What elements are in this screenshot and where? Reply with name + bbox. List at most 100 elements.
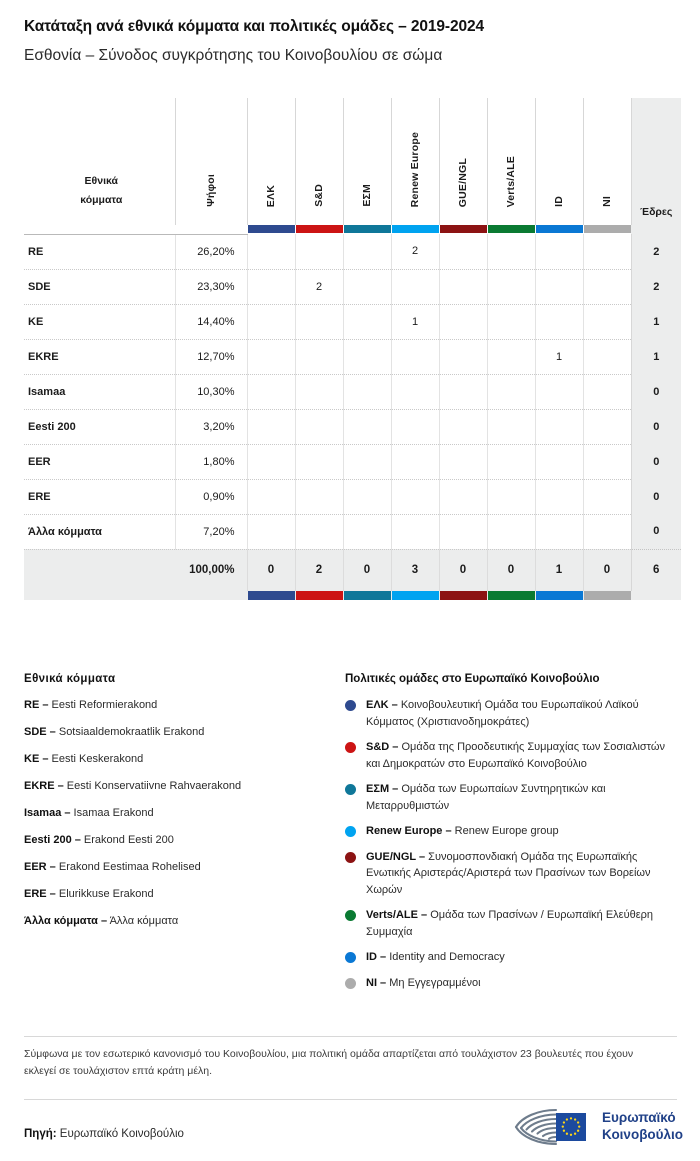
legend-national-name: Isamaa Erakond <box>70 807 154 820</box>
header-underline-name <box>24 233 175 235</box>
row-group-0-seats <box>246 479 295 515</box>
legend-group-abbr: ΕΣΜ – <box>366 783 399 795</box>
table-row: Eesti 200 3,20% 0 <box>24 409 681 445</box>
legend-group-abbr: ΕΛΚ – <box>366 699 398 711</box>
legend-national-name: Erakond Eesti 200 <box>80 834 174 847</box>
legend-group-text: Verts/ALE – Ομάδα των Πρασίνων / Ευρωπαϊ… <box>366 907 680 940</box>
row-group-7-seats <box>582 304 631 340</box>
row-group-2-seats <box>342 374 391 410</box>
row-group-5-seats <box>486 444 535 480</box>
legend-color-dot-icon <box>345 910 356 921</box>
legend-group-item: Verts/ALE – Ομάδα των Πρασίνων / Ευρωπαϊ… <box>345 907 680 940</box>
bot-strip-pad-votes <box>175 591 247 600</box>
results-table: Εθνικά κόμματα Ψήφοι ΕΛΚ S&D ΕΣΜ <box>24 98 681 600</box>
row-group-1-seats: 2 <box>294 269 343 305</box>
legend-group-item: ID – Identity and Democracy <box>345 949 680 966</box>
legend-group-item: NI – Μη Εγγεγραμμένοι <box>345 975 680 992</box>
row-votes-share: 26,20% <box>174 234 247 270</box>
row-group-5-seats <box>486 374 535 410</box>
legend-color-dot-icon <box>345 851 356 863</box>
legend-color-dot-icon <box>345 784 356 795</box>
row-group-1-seats <box>294 339 343 375</box>
legend-national-abbr: ERE – <box>24 888 56 901</box>
color-strip-group-1 <box>294 225 343 233</box>
legend-group-abbr: GUE/NGL – <box>366 850 426 863</box>
color-strip-group-4 <box>438 225 487 233</box>
strip-pad-votes <box>175 225 247 233</box>
row-group-5-seats <box>486 514 535 550</box>
total-group-0: 0 <box>246 548 295 591</box>
row-group-3-seats <box>390 479 439 515</box>
row-group-3-seats <box>390 409 439 445</box>
row-group-1-seats <box>294 409 343 445</box>
row-party-name: KE <box>24 304 175 340</box>
legend-group-text: S&D – Ομάδα της Προοδευτικής Συμμαχίας τ… <box>366 739 680 772</box>
column-header-seats: Έδρες <box>630 98 681 225</box>
row-group-6-seats <box>534 409 583 445</box>
row-group-7-seats <box>582 444 631 480</box>
row-votes-share: 10,30% <box>174 374 247 410</box>
row-group-7-seats <box>582 234 631 270</box>
legend-national-item: EER – Erakond Eestimaa Rohelised <box>24 859 334 876</box>
row-total-seats: 1 <box>630 304 681 339</box>
row-group-2-seats <box>342 234 391 270</box>
strip-pad-seats <box>631 225 681 233</box>
row-group-4-seats <box>438 514 487 550</box>
row-group-0-seats <box>246 269 295 305</box>
legend-national-item: Isamaa – Isamaa Erakond <box>24 805 334 822</box>
row-group-5-seats <box>486 269 535 305</box>
color-strip-group-6 <box>534 225 583 233</box>
row-group-6-seats: 1 <box>534 339 583 375</box>
row-group-4-seats <box>438 234 487 270</box>
total-group-3: 3 <box>390 548 439 591</box>
legend-national-item: Άλλα κόμματα – Άλλα κόμματα <box>24 913 334 930</box>
row-total-seats: 0 <box>630 409 681 444</box>
row-total-seats: 0 <box>630 479 681 514</box>
total-group-6: 1 <box>534 548 583 591</box>
legend-national-name: Sotsiaaldemokraatlik Erakond <box>55 726 205 739</box>
legend-political-groups: Πολιτικές ομάδες στο Ευρωπαϊκό Κοινοβούλ… <box>345 673 680 1000</box>
table-row: Άλλα κόμματα 7,20% 0 <box>24 514 681 550</box>
total-seats: 6 <box>630 548 681 591</box>
row-group-6-seats <box>534 444 583 480</box>
legend-group-name: Ομάδα των Ευρωπαίων Συντηρητικών και Μετ… <box>366 783 606 812</box>
row-total-seats: 2 <box>630 234 681 269</box>
row-party-name: EKRE <box>24 339 175 375</box>
legend-group-name: Συνομοσπονδιακή Ομάδα της Ευρωπαϊκής Ενω… <box>366 850 651 896</box>
row-group-4-seats <box>438 304 487 340</box>
row-group-2-seats <box>342 339 391 375</box>
bot-color-strip-group-5 <box>486 591 535 600</box>
legend-group-abbr: Renew Europe – <box>366 825 452 837</box>
total-group-7: 0 <box>582 548 631 591</box>
legend-national-abbr: Άλλα κόμματα – <box>24 915 108 928</box>
divider-bottom <box>24 1099 677 1100</box>
color-strip-group-5 <box>486 225 535 233</box>
row-group-3-seats: 2 <box>390 234 439 270</box>
total-row: 100,00% 0 2 0 3 0 0 1 0 6 <box>24 548 681 591</box>
column-header-group-7: NI <box>582 98 631 225</box>
legend-color-dot-icon <box>345 977 356 989</box>
row-votes-share: 0,90% <box>174 479 247 515</box>
total-votes: 100,00% <box>175 548 247 591</box>
legend-national-name: Eesti Reformierakond <box>48 699 158 711</box>
header-underline-row <box>24 233 681 235</box>
total-row-label <box>24 548 175 591</box>
row-group-4-seats <box>438 339 487 375</box>
legend-group-text: NI – Μη Εγγεγραμμένοι <box>366 975 481 992</box>
page-title: Κατάταξη ανά εθνικά κόμματα και πολιτικέ… <box>24 18 485 35</box>
legend-group-item: ΕΣΜ – Ομάδα των Ευρωπαίων Συντηρητικών κ… <box>345 781 680 814</box>
table-row: EER 1,80% 0 <box>24 444 681 480</box>
row-group-1-seats <box>294 234 343 270</box>
column-header-group-2: ΕΣΜ <box>342 98 391 225</box>
source-line: Πηγή: Ευρωπαϊκό Κοινοβούλιο <box>24 1128 184 1140</box>
row-group-1-seats <box>294 304 343 340</box>
legend-national-parties: Εθνικά κόμματα RE – Eesti Reformierakond… <box>24 673 334 940</box>
row-party-name: SDE <box>24 269 175 305</box>
legend-group-name: Ομάδα της Προοδευτικής Συμμαχίας των Σοσ… <box>366 741 665 770</box>
column-header-group-3: Renew Europe <box>390 98 439 225</box>
legend-group-item: Renew Europe – Renew Europe group <box>345 823 680 840</box>
color-strip-group-2 <box>342 225 391 233</box>
legend-group-name: Μη Εγγεγραμμένοι <box>386 976 481 989</box>
row-group-7-seats <box>582 339 631 375</box>
bot-strip-pad-seats <box>631 591 681 600</box>
